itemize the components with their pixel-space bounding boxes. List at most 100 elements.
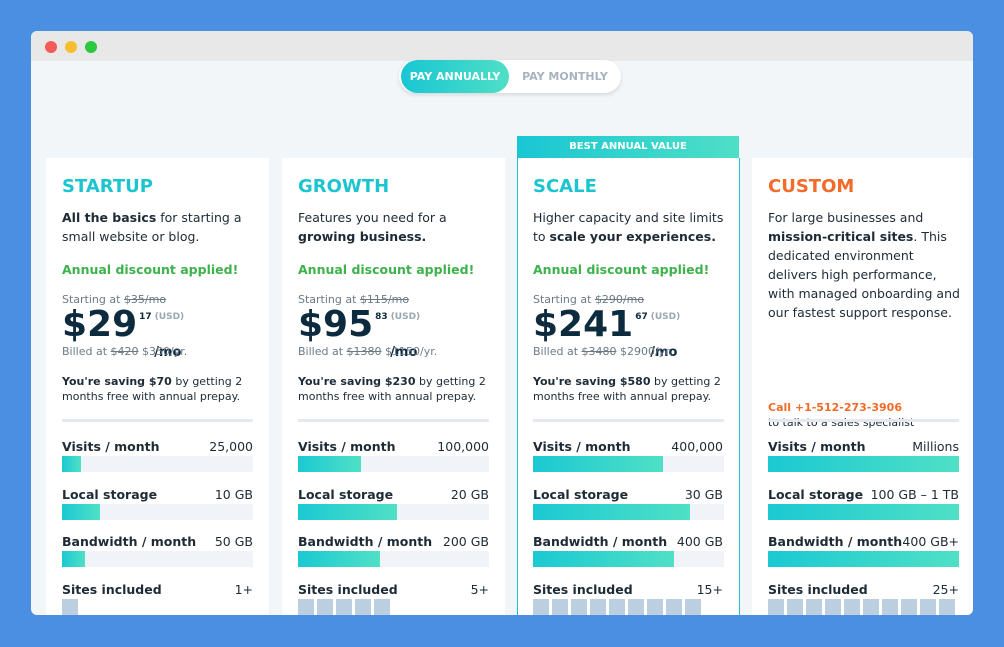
metric-label: Sites included [533,581,633,597]
metric-value: 15+ [696,581,723,597]
metric-label: Visits / month [62,439,160,454]
description-text: Features you need for a [298,210,447,225]
price-amount: $241 [533,304,634,345]
metric-track [298,456,489,472]
plan-name: GROWTH [298,176,390,197]
label: Billed at [62,345,108,358]
metric-label: Bandwidth / month [533,534,668,549]
site-square [939,598,955,615]
metric-fill [62,503,101,520]
label: Starting at [298,293,357,306]
label: Billed at [533,345,579,358]
metric-fill [298,456,362,472]
metric-track [62,503,253,520]
metric-fill [62,551,85,567]
metric-track [298,551,489,567]
metric-value: 20 GB [450,486,489,502]
metric-value: 400 GB+ [902,534,959,549]
metric-track [62,551,253,567]
plan-card: STARTUP All the basics for starting a sma… [46,158,269,615]
label: Starting at [62,293,121,306]
metric-track [768,456,959,472]
metric-label: Bandwidth / month [62,534,197,549]
toggle-option[interactable]: PAY ANNUALLY [401,60,509,93]
metric-value: 30 GB [684,486,723,502]
saving-note: You're saving $580 by getting 2 months f… [533,374,725,404]
metric-value: 1+ [234,581,253,597]
metric-label: Visits / month [533,439,631,454]
per-month: /mo [154,345,182,360]
plan-description: Higher capacity and site limits to scale… [533,208,725,246]
old-price: $115/mo [359,293,410,306]
billed-new: $2900/yr. [620,345,673,358]
plan-card: SCALE Higher capacity and site limits to … [517,158,740,615]
site-square [863,598,879,615]
billed-old: $1380 [346,345,382,358]
price-cents: 83 [375,312,388,322]
label: Billed at [298,345,344,358]
plan-description: For large businesses and mission-critica… [768,208,960,322]
divider [62,419,253,422]
saving-bold: You're saving $580 [533,375,651,388]
plan-description: Features you need for a growing business… [298,208,490,246]
maximize-button[interactable] [85,41,97,53]
old-price: $35/mo [123,293,167,306]
metric-fill [768,551,959,567]
minimize-button[interactable] [65,41,77,53]
billed: Billed at $420 $350/yr. [62,345,187,358]
metric-label: Bandwidth / month [298,534,433,549]
price: $95 83 (USD) /mo [298,304,420,360]
metric-label: Visits / month [298,439,396,454]
per-month: /mo [650,345,678,360]
metric-track [298,503,489,520]
starting-at: Starting at $290/mo [533,293,644,306]
site-square [768,598,784,615]
phone[interactable]: Call +1-512-273-3906 [768,401,902,414]
description-text: . This dedicated environment delivers hi… [768,229,960,320]
metric-value: 200 GB [442,534,489,549]
description-text: scale your experiences. [549,229,716,244]
divider [298,419,489,422]
phone-note: to talk to a sales specialist [768,416,915,429]
site-square [901,598,917,615]
saving-rest: by getting 2 months free with annual pre… [533,375,721,403]
plan-name: STARTUP [62,176,153,197]
price-cents: 17 [139,312,152,322]
metric-fill [533,503,690,520]
price: $241 67 (USD) /mo [533,304,680,360]
metric-track [533,551,724,567]
plan-description: All the basics for starting a small webs… [62,208,254,246]
metric-track [768,503,959,520]
site-square [533,598,549,615]
per-month: /mo [390,345,418,360]
site-square [844,598,860,615]
metric-fill [62,456,82,472]
price-cents: 67 [635,312,648,322]
metric-value: Millions [912,439,959,454]
metric-label: Local storage [533,486,629,502]
metric-label: Sites included [768,581,868,597]
description-text: for starting a small website or blog. [62,210,242,244]
site-square [298,598,314,615]
metric-value: 10 GB [214,486,253,502]
site-square [571,598,587,615]
site-square [685,598,701,615]
close-button[interactable] [45,41,57,53]
metric-fill [533,456,663,472]
metric-fill [768,456,959,472]
metric-value: 5+ [470,581,489,597]
site-square [336,598,352,615]
saving-rest: by getting 2 months free with annual pre… [62,375,243,403]
metric-track [533,503,724,520]
site-square [666,598,682,615]
metric-value: 25,000 [209,439,253,454]
metric-track [62,456,253,472]
toggle-option[interactable]: PAY MONTHLY [522,70,608,83]
billed-new: $350/yr. [142,345,188,358]
discount-note: Annual discount applied! [533,262,710,277]
plan-card: GROWTH Features you need for a growing bu… [282,158,505,615]
description-text: Higher capacity and site limits to [533,210,724,244]
plan-name: SCALE [533,176,597,197]
billed-new: $1150/yr. [385,345,438,358]
site-square [317,598,333,615]
